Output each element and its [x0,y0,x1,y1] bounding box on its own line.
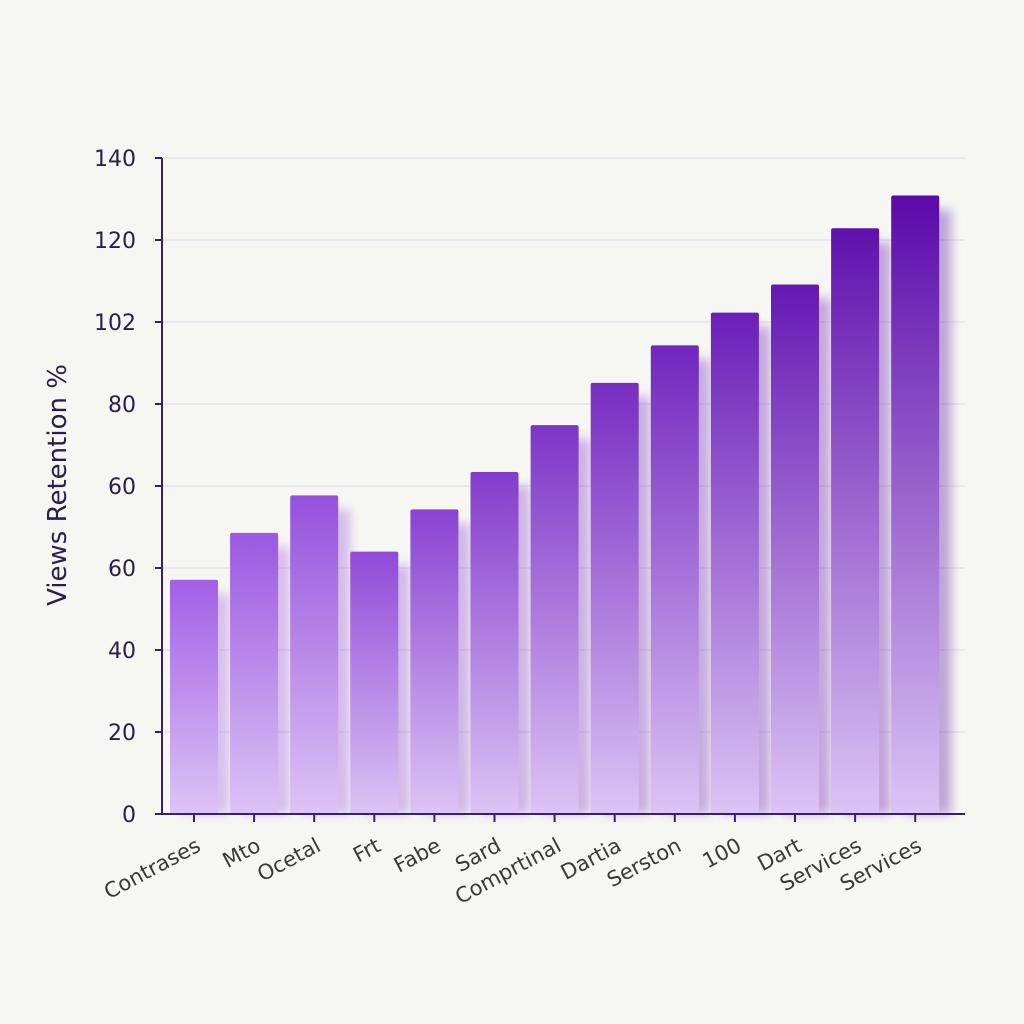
y-tick-label: 80 [108,393,136,418]
y-tick-label: 60 [108,475,136,500]
y-tick-label: 60 [108,557,136,582]
x-tick-label: Contrases [100,833,204,904]
x-tick-label: Frt [349,833,384,867]
bar [230,532,279,814]
bar [891,195,940,814]
x-tick-label: 100 [699,833,746,873]
bar [710,312,759,814]
x-tick-label: Ocetal [253,833,324,886]
y-axis-title: Views Retention % [43,364,73,606]
bar [350,551,399,814]
bar [470,471,519,814]
bar [290,495,339,814]
bar [170,579,218,814]
bar [831,228,880,815]
bar [771,284,819,814]
bar [410,509,459,814]
y-tick-labels: 0 20 40 60 60 80 102 120 140 [94,147,162,828]
y-tick-label: 20 [108,721,136,746]
y-tick-label: 0 [122,803,136,828]
x-tick-label: Fabe [390,833,445,877]
y-tick-label: 102 [94,311,136,336]
y-tick-label: 140 [94,147,136,172]
bar [650,345,699,814]
bar [590,382,639,814]
bars [170,195,952,815]
bar [530,425,579,814]
y-tick-label: 120 [94,229,136,254]
y-tick-label: 40 [108,639,136,664]
